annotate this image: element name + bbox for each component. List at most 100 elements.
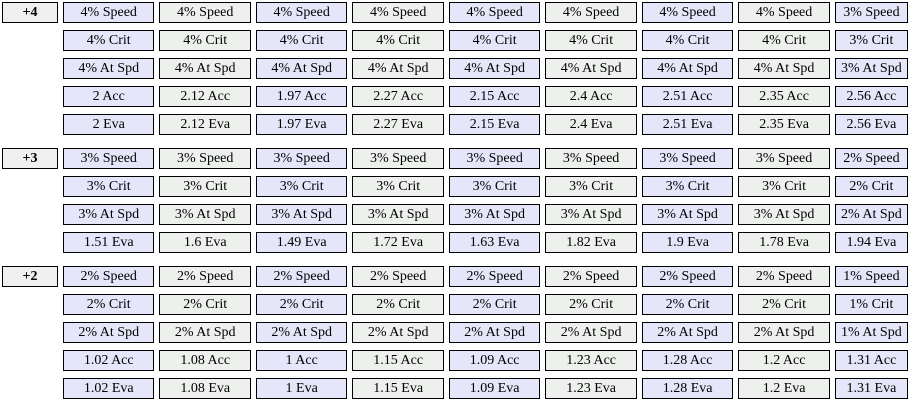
stat-cell: 3% Crit [738,176,830,197]
stat-cell: 3% Crit [352,176,444,197]
stat-cell: 1.15 Acc [352,350,444,371]
stat-cell: 2.51 Acc [641,86,734,107]
stat-cell: 1% Speed [834,266,908,287]
stat-cell: 3% Crit [63,176,155,197]
stat-cell: 2.56 Acc [834,86,908,107]
row-crit: 4% Crit 4% Crit 4% Crit 4% Crit 4% Crit 4% Cr… [2,30,908,51]
stat-cell: 2.27 Eva [352,114,444,135]
stat-cell: 2.12 Acc [159,86,251,107]
stat-cell: 2% At Spd [63,322,155,343]
stat-cell: 1.51 Eva [63,232,155,253]
stat-cell: 1 Acc [255,350,348,371]
stat-cell: 2% Speed [448,266,541,287]
stat-cell: 4% Crit [255,30,348,51]
label-spacer [2,58,58,77]
stat-cell: 2.15 Eva [448,114,541,135]
group-label: +4 [2,2,58,23]
stat-cell: 2% Speed [738,266,830,287]
stat-cell: 3% At Spd [448,204,541,225]
enchant-group-plus-4: +4 4% Speed 4% Speed 4% Speed 4% Speed 4% Spe… [2,2,908,135]
stat-cell: 1.2 Eva [738,378,830,399]
stat-cell: 3% At Spd [738,204,830,225]
stat-cell: 4% At Spd [738,58,830,79]
group-label: +3 [2,148,58,169]
row-speed: +3 3% Speed 3% Speed 3% Speed 3% Speed 3% Spe… [2,148,908,169]
stat-cell: 1.31 Eva [834,378,908,399]
row-attack-speed: 4% At Spd 4% At Spd 4% At Spd 4% At Spd 4% A… [2,58,908,79]
stat-cell: 2% At Spd [159,322,251,343]
stat-cell: 1.72 Eva [352,232,444,253]
stat-cell: 4% At Spd [352,58,444,79]
stat-cell: 1.82 Eva [545,232,637,253]
stat-cell: 4% Crit [448,30,541,51]
stat-cell: 4% Crit [545,30,637,51]
stat-cell: 2% At Spd [448,322,541,343]
stat-cell: 2% Crit [352,294,444,315]
stat-cell: 2% At Spd [738,322,830,343]
stat-cell: 2.35 Eva [738,114,830,135]
enchant-group-plus-2: +2 2% Speed 2% Speed 2% Speed 2% Speed 2% Spe… [2,266,908,399]
stat-cell: 3% At Spd [63,204,155,225]
stat-cell: 2.51 Eva [641,114,734,135]
row-crit: 2% Crit 2% Crit 2% Crit 2% Crit 2% Crit 2% Cr… [2,294,908,315]
stat-cell: 3% At Spd [255,204,348,225]
stat-cell: 1.08 Acc [159,350,251,371]
stat-cell: 3% Speed [159,148,251,169]
stat-cell: 2 Eva [63,114,155,135]
stat-cell: 1 Eva [255,378,348,399]
stat-cell: 4% Crit [352,30,444,51]
label-spacer [2,378,58,397]
label-spacer [2,350,58,369]
row-evasion: 1.51 Eva 1.6 Eva 1.49 Eva 1.72 Eva 1.63 Eva 1… [2,232,908,253]
stat-cell: 2.56 Eva [834,114,908,135]
stat-cell: 4% At Spd [159,58,251,79]
row-evasion: 1.02 Eva 1.08 Eva 1 Eva 1.15 Eva 1.09 Eva 1.2… [2,378,908,399]
stat-cell: 2% Crit [255,294,348,315]
stat-cell: 1.63 Eva [448,232,541,253]
stat-cell: 1.09 Eva [448,378,541,399]
stat-cell: 2% Crit [545,294,637,315]
stat-cell: 3% Speed [834,2,908,23]
stat-cell: 2% Crit [641,294,734,315]
stat-cell: 4% Speed [641,2,734,23]
stat-cell: 1.02 Eva [63,378,155,399]
row-crit: 3% Crit 3% Crit 3% Crit 3% Crit 3% Crit 3% Cr… [2,176,908,197]
stat-cell: 2% Speed [352,266,444,287]
stat-cell: 2% Crit [448,294,541,315]
stat-cell: 2% Speed [641,266,734,287]
stat-cell: 1.28 Eva [641,378,734,399]
stat-cell: 3% At Spd [641,204,734,225]
stat-cell: 2.4 Eva [545,114,637,135]
row-speed: +2 2% Speed 2% Speed 2% Speed 2% Speed 2% Spe… [2,266,908,287]
stat-cell: 2.27 Acc [352,86,444,107]
stat-cell: 4% At Spd [255,58,348,79]
stat-cell: 1.9 Eva [641,232,734,253]
stat-cell: 1.6 Eva [159,232,251,253]
stat-cell: 1.15 Eva [352,378,444,399]
stat-cell: 4% Crit [738,30,830,51]
stat-cell: 3% Crit [834,30,908,51]
stat-cell: 3% Crit [448,176,541,197]
stat-cell: 4% At Spd [545,58,637,79]
row-accuracy: 2 Acc 2.12 Acc 1.97 Acc 2.27 Acc 2.15 Acc 2.4… [2,86,908,107]
stat-cell: 1.97 Eva [255,114,348,135]
label-spacer [2,294,58,313]
label-spacer [2,114,58,133]
row-attack-speed: 3% At Spd 3% At Spd 3% At Spd 3% At Spd 3% A… [2,204,908,225]
stat-cell: 3% Speed [255,148,348,169]
stat-cell: 2.4 Acc [545,86,637,107]
stat-cell: 1.49 Eva [255,232,348,253]
stat-cell: 1.2 Acc [738,350,830,371]
enchant-group-plus-3: +3 3% Speed 3% Speed 3% Speed 3% Speed 3% Spe… [2,148,908,253]
stat-cell: 3% At Spd [834,58,908,79]
stat-cell: 2% Speed [834,148,908,169]
stat-cell: 2.15 Acc [448,86,541,107]
stat-cell: 2% Speed [545,266,637,287]
stat-cell: 1.97 Acc [255,86,348,107]
label-spacer [2,176,58,195]
stat-cell: 2% Crit [738,294,830,315]
stat-cell: 4% Crit [641,30,734,51]
label-spacer [2,204,58,223]
stat-cell: 3% Crit [159,176,251,197]
